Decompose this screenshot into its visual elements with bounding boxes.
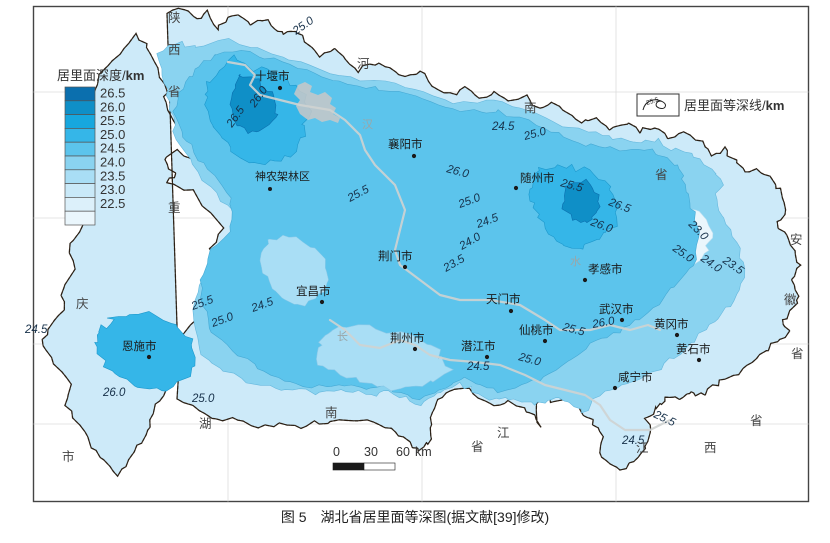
svg-text:咸宁市: 咸宁市	[618, 370, 653, 384]
svg-text:24.5: 24.5	[491, 121, 515, 133]
svg-text:30: 30	[364, 445, 378, 459]
svg-text:26.0: 26.0	[100, 99, 125, 114]
svg-text:襄阳市: 襄阳市	[388, 137, 423, 151]
svg-text:荆州市: 荆州市	[390, 331, 425, 345]
svg-text:恩施市: 恩施市	[122, 339, 157, 353]
svg-text:江: 江	[497, 426, 510, 440]
svg-text:水: 水	[570, 255, 581, 268]
svg-text:24.0: 24.0	[100, 155, 125, 170]
svg-text:天门市: 天门市	[486, 292, 521, 306]
svg-text:西: 西	[704, 441, 717, 455]
svg-text:宜昌市: 宜昌市	[296, 284, 331, 298]
svg-text:25.0: 25.0	[100, 127, 125, 142]
svg-text:60: 60	[396, 445, 410, 459]
svg-text:26.0: 26.0	[102, 387, 126, 399]
svg-text:江: 江	[636, 441, 649, 455]
svg-text:25.5: 25.5	[100, 113, 125, 128]
svg-text:十堰市: 十堰市	[255, 69, 290, 83]
svg-text:省: 省	[750, 414, 763, 428]
svg-text:黄冈市: 黄冈市	[654, 317, 689, 331]
svg-text:24.5: 24.5	[466, 361, 490, 373]
svg-text:南: 南	[325, 405, 338, 420]
svg-text:省: 省	[168, 85, 181, 99]
svg-text:省: 省	[791, 347, 804, 361]
svg-text:陕: 陕	[168, 10, 181, 25]
svg-text:安: 安	[790, 232, 803, 247]
svg-text:武汉市: 武汉市	[599, 302, 634, 316]
svg-text:潜江市: 潜江市	[461, 339, 496, 353]
svg-text:长: 长	[337, 330, 348, 343]
svg-text:25.0: 25.0	[191, 393, 215, 405]
svg-text:随州市: 随州市	[520, 171, 555, 185]
svg-text:汉: 汉	[362, 118, 373, 131]
svg-text:24.5: 24.5	[100, 141, 125, 156]
svg-text:仙桃市: 仙桃市	[519, 323, 554, 337]
svg-text:km: km	[415, 445, 432, 459]
svg-text:省: 省	[655, 168, 668, 182]
svg-text:孝感市: 孝感市	[588, 262, 623, 276]
svg-text:居里面深度/km: 居里面深度/km	[57, 68, 144, 83]
svg-text:23.0: 23.0	[100, 182, 125, 197]
svg-text:23.5: 23.5	[100, 168, 125, 183]
svg-text:居里面等深线/km: 居里面等深线/km	[684, 98, 784, 113]
svg-text:西: 西	[168, 43, 181, 57]
svg-text:重: 重	[168, 200, 181, 215]
svg-text:省: 省	[471, 440, 484, 454]
svg-text:24.5: 24.5	[24, 324, 48, 336]
svg-text:徽: 徽	[784, 292, 797, 307]
svg-text:湖: 湖	[199, 416, 212, 431]
svg-text:庆: 庆	[76, 297, 89, 311]
svg-text:南: 南	[524, 100, 537, 115]
svg-text:26.5: 26.5	[100, 86, 125, 101]
svg-text:22.5: 22.5	[100, 196, 125, 211]
svg-text:荆门市: 荆门市	[378, 249, 413, 263]
svg-text:神农架林区: 神农架林区	[255, 169, 310, 183]
svg-text:0: 0	[333, 445, 340, 459]
svg-text:市: 市	[62, 449, 75, 464]
svg-text:黄石市: 黄石市	[676, 342, 711, 356]
svg-text:河: 河	[357, 57, 370, 71]
